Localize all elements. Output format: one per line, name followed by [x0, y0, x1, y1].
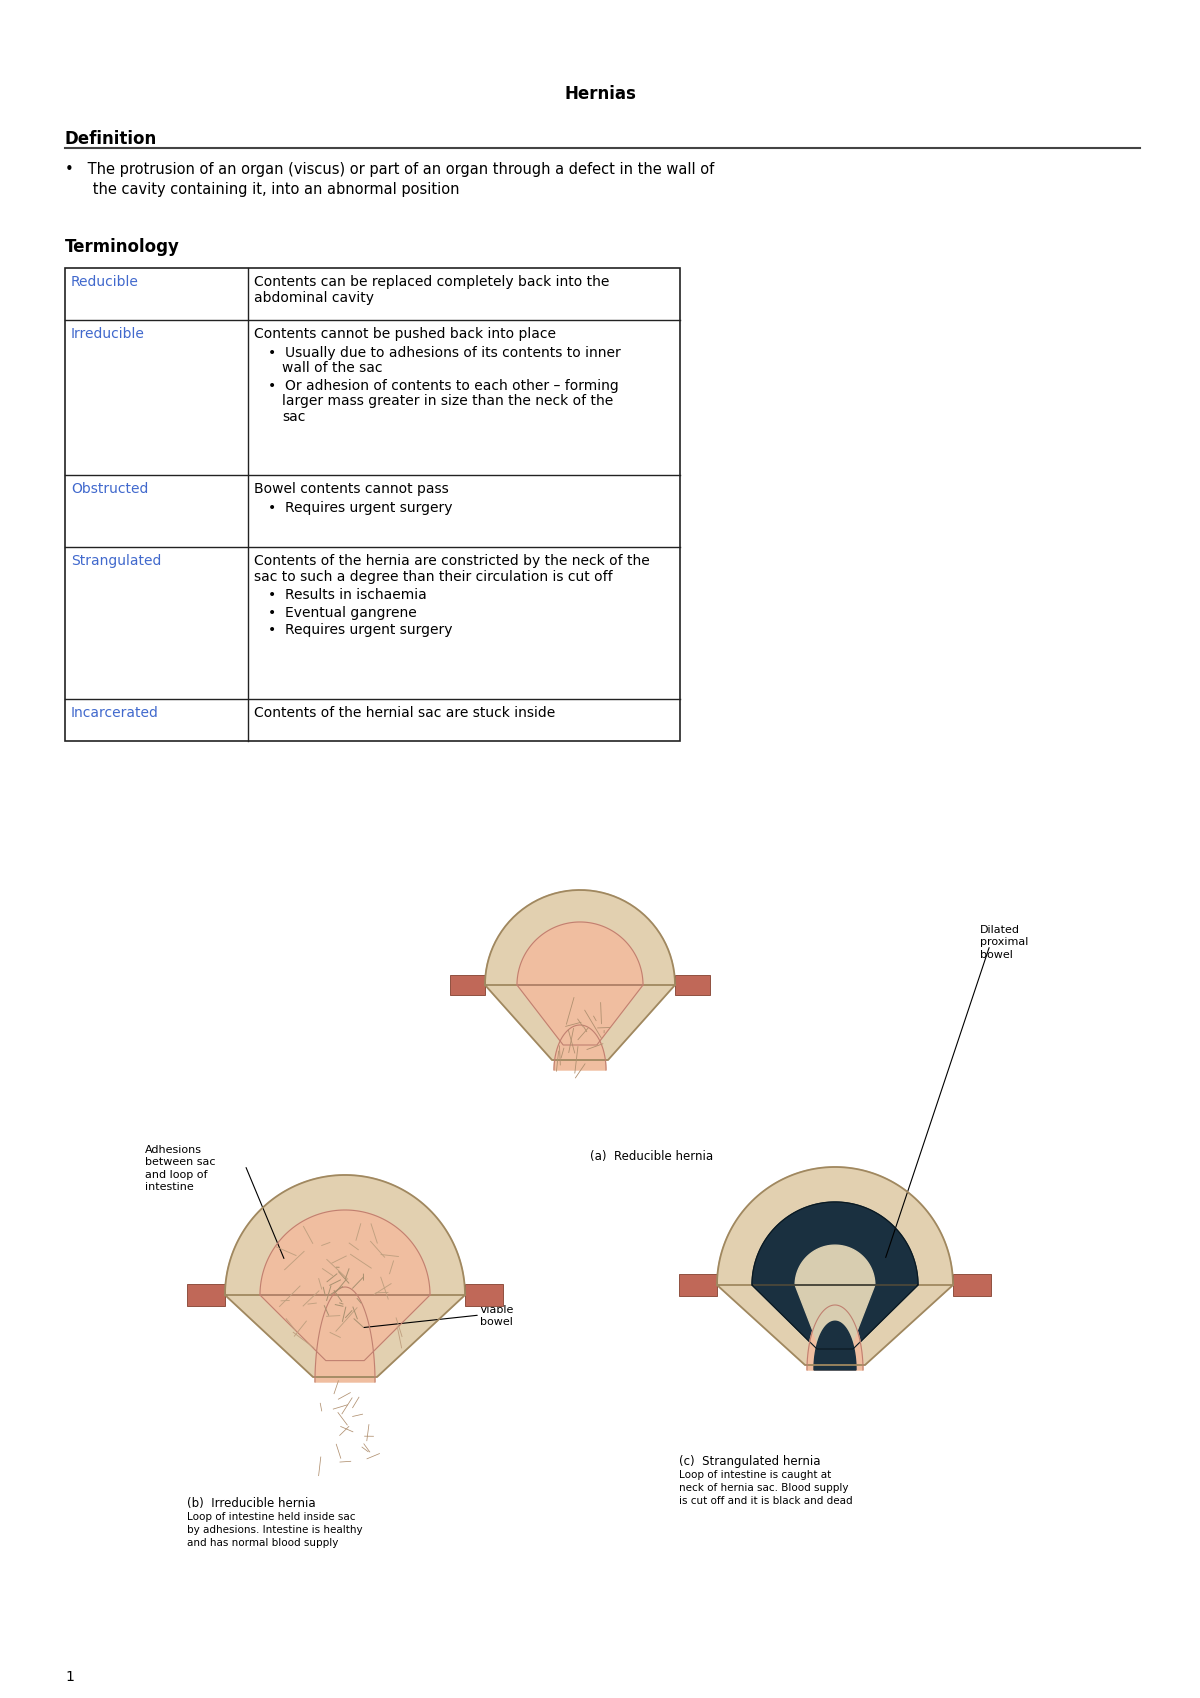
Text: sac: sac — [282, 409, 305, 423]
Text: sac to such a degree than their circulation is cut off: sac to such a degree than their circulat… — [254, 569, 613, 584]
Text: •  Or adhesion of contents to each other – forming: • Or adhesion of contents to each other … — [268, 379, 619, 392]
Text: abdominal cavity: abdominal cavity — [254, 290, 374, 304]
Text: (a)  Reducible hernia: (a) Reducible hernia — [590, 1150, 713, 1163]
Text: Contents of the hernial sac are stuck inside: Contents of the hernial sac are stuck in… — [254, 706, 556, 720]
Text: Hernias: Hernias — [564, 85, 636, 104]
Text: Adhesions
between sac
and loop of
intestine: Adhesions between sac and loop of intest… — [145, 1144, 216, 1192]
Polygon shape — [752, 1202, 918, 1348]
Bar — [674, 975, 710, 995]
Text: Contents of the hernia are constricted by the neck of the: Contents of the hernia are constricted b… — [254, 554, 649, 569]
Text: Contents cannot be pushed back into place: Contents cannot be pushed back into plac… — [254, 328, 556, 341]
Polygon shape — [554, 1026, 606, 1070]
Bar — [679, 1274, 718, 1296]
Polygon shape — [226, 1175, 466, 1377]
Polygon shape — [718, 1167, 953, 1365]
Bar — [187, 1284, 226, 1306]
Text: Dilated
proximal
bowel: Dilated proximal bowel — [980, 925, 1028, 959]
Bar — [65, 268, 680, 740]
Text: Strangulated: Strangulated — [71, 554, 161, 569]
Polygon shape — [485, 890, 674, 1060]
Text: Bowel contents cannot pass: Bowel contents cannot pass — [254, 482, 449, 496]
Text: Contents can be replaced completely back into the: Contents can be replaced completely back… — [254, 275, 610, 289]
Text: 1: 1 — [65, 1671, 74, 1684]
Text: •  Requires urgent surgery: • Requires urgent surgery — [268, 501, 452, 514]
Text: •  Results in ischaemia: • Results in ischaemia — [268, 588, 427, 603]
Text: •  Requires urgent surgery: • Requires urgent surgery — [268, 623, 452, 637]
Text: larger mass greater in size than the neck of the: larger mass greater in size than the nec… — [282, 394, 613, 408]
Text: the cavity containing it, into an abnormal position: the cavity containing it, into an abnorm… — [65, 182, 460, 197]
Text: Loop of intestine held inside sac
by adhesions. Intestine is healthy
and has nor: Loop of intestine held inside sac by adh… — [187, 1511, 362, 1549]
Text: •   The protrusion of an organ (viscus) or part of an organ through a defect in : • The protrusion of an organ (viscus) or… — [65, 161, 714, 177]
Text: Reducible: Reducible — [71, 275, 139, 289]
Polygon shape — [814, 1321, 856, 1370]
Text: (c)  Strangulated hernia: (c) Strangulated hernia — [679, 1455, 821, 1469]
Text: Viable
bowel: Viable bowel — [480, 1306, 515, 1328]
Bar — [466, 1284, 503, 1306]
Text: Terminology: Terminology — [65, 238, 180, 256]
Polygon shape — [796, 1245, 875, 1353]
Bar — [450, 975, 485, 995]
Polygon shape — [517, 922, 643, 1044]
Text: •  Eventual gangrene: • Eventual gangrene — [268, 606, 416, 620]
Text: •  Usually due to adhesions of its contents to inner: • Usually due to adhesions of its conten… — [268, 345, 620, 360]
Polygon shape — [314, 1287, 374, 1382]
Text: wall of the sac: wall of the sac — [282, 362, 383, 375]
Text: Loop of intestine is caught at
neck of hernia sac. Blood supply
is cut off and i: Loop of intestine is caught at neck of h… — [679, 1470, 853, 1506]
Text: Definition: Definition — [65, 131, 157, 148]
Text: Irreducible: Irreducible — [71, 328, 145, 341]
Polygon shape — [260, 1211, 430, 1360]
Text: Incarcerated: Incarcerated — [71, 706, 158, 720]
Text: Obstructed: Obstructed — [71, 482, 149, 496]
Polygon shape — [808, 1306, 863, 1370]
Text: (b)  Irreducible hernia: (b) Irreducible hernia — [187, 1498, 316, 1510]
Bar — [953, 1274, 991, 1296]
